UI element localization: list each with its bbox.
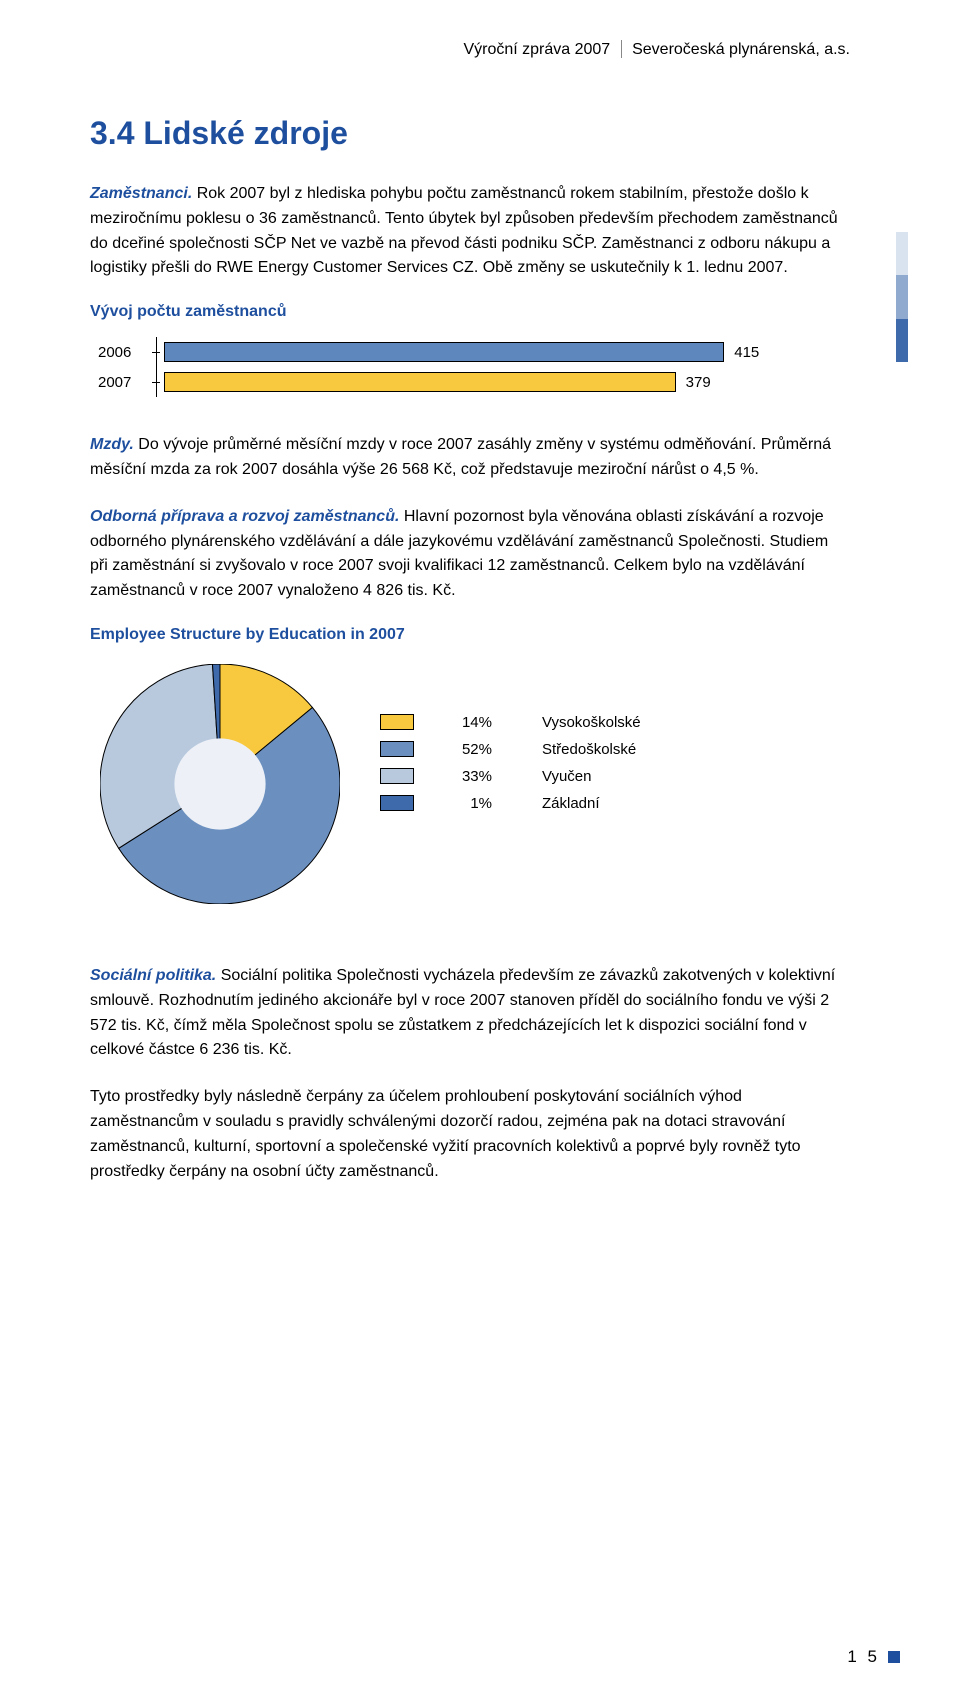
bar-row: 2007 379 xyxy=(98,371,850,393)
legend-label: Vyučen xyxy=(542,768,591,785)
page-number-text: 1 5 xyxy=(847,1647,880,1667)
bar-row: 2006 415 xyxy=(98,341,850,363)
bar-rect xyxy=(164,342,724,362)
text-employees: Rok 2007 byl z hlediska pohybu počtu zam… xyxy=(90,185,838,276)
paragraph-wages: Mzdy. Do vývoje průměrné měsíční mzdy v … xyxy=(90,433,850,483)
page-number-square-icon xyxy=(888,1651,900,1663)
paragraph-employees: Zaměstnanci. Rok 2007 byl z hlediska poh… xyxy=(90,182,850,281)
header-right: Severočeská plynárenská, a.s. xyxy=(632,41,850,58)
bar-year-label: 2006 xyxy=(98,344,148,361)
lead-training: Odborná příprava a rozvoj zaměstnanců. xyxy=(90,508,399,525)
bar-axis xyxy=(148,371,164,393)
donut-chart xyxy=(100,664,340,904)
side-marker xyxy=(896,232,908,362)
legend-row: 33% Vyučen xyxy=(380,768,641,785)
legend-swatch xyxy=(380,768,414,784)
legend-label: Vysokoškolské xyxy=(542,714,641,731)
legend-percent: 33% xyxy=(432,768,492,785)
pie-legend: 14% Vysokoškolské 52% Středoškolské 33% Vyuče… xyxy=(380,714,641,822)
header-left: Výroční zpráva 2007 xyxy=(463,41,610,58)
bar-value-label: 379 xyxy=(686,374,711,391)
legend-percent: 1% xyxy=(432,795,492,812)
paragraph-training: Odborná příprava a rozvoj zaměstnanců. H… xyxy=(90,505,850,604)
legend-row: 14% Vysokoškolské xyxy=(380,714,641,731)
legend-percent: 52% xyxy=(432,741,492,758)
legend-swatch xyxy=(380,795,414,811)
donut-hole xyxy=(174,738,265,829)
paragraph-social: Sociální politika. Sociální politika Spo… xyxy=(90,964,850,1063)
bar-rect xyxy=(164,372,676,392)
barchart-title: Vývoj počtu zaměstnanců xyxy=(90,303,850,321)
bar-value-label: 415 xyxy=(734,344,759,361)
legend-percent: 14% xyxy=(432,714,492,731)
paragraph-social-2: Tyto prostředky byly následně čerpány za… xyxy=(90,1085,850,1184)
piechart-title: Employee Structure by Education in 2007 xyxy=(90,626,850,644)
running-header: Výroční zpráva 2007 Severočeská plynáren… xyxy=(90,40,850,60)
lead-social: Sociální politika. xyxy=(90,967,216,984)
section-title: 3.4 Lidské zdroje xyxy=(90,115,850,152)
pie-section: 14% Vysokoškolské 52% Středoškolské 33% Vyuče… xyxy=(90,664,850,904)
legend-swatch xyxy=(380,714,414,730)
text-wages: Do vývoje průměrné měsíční mzdy v roce 2… xyxy=(90,436,831,478)
lead-wages: Mzdy. xyxy=(90,436,134,453)
legend-label: Základní xyxy=(542,795,600,812)
page-number: 1 5 xyxy=(847,1647,900,1667)
lead-employees: Zaměstnanci. xyxy=(90,185,192,202)
legend-swatch xyxy=(380,741,414,757)
legend-label: Středoškolské xyxy=(542,741,636,758)
barchart: 2006 415 2007 379 xyxy=(98,341,850,393)
bar-year-label: 2007 xyxy=(98,374,148,391)
page-content: Výroční zpráva 2007 Severočeská plynáren… xyxy=(0,0,960,1246)
legend-row: 1% Základní xyxy=(380,795,641,812)
header-divider xyxy=(621,40,622,58)
legend-row: 52% Středoškolské xyxy=(380,741,641,758)
bar-axis xyxy=(148,341,164,363)
